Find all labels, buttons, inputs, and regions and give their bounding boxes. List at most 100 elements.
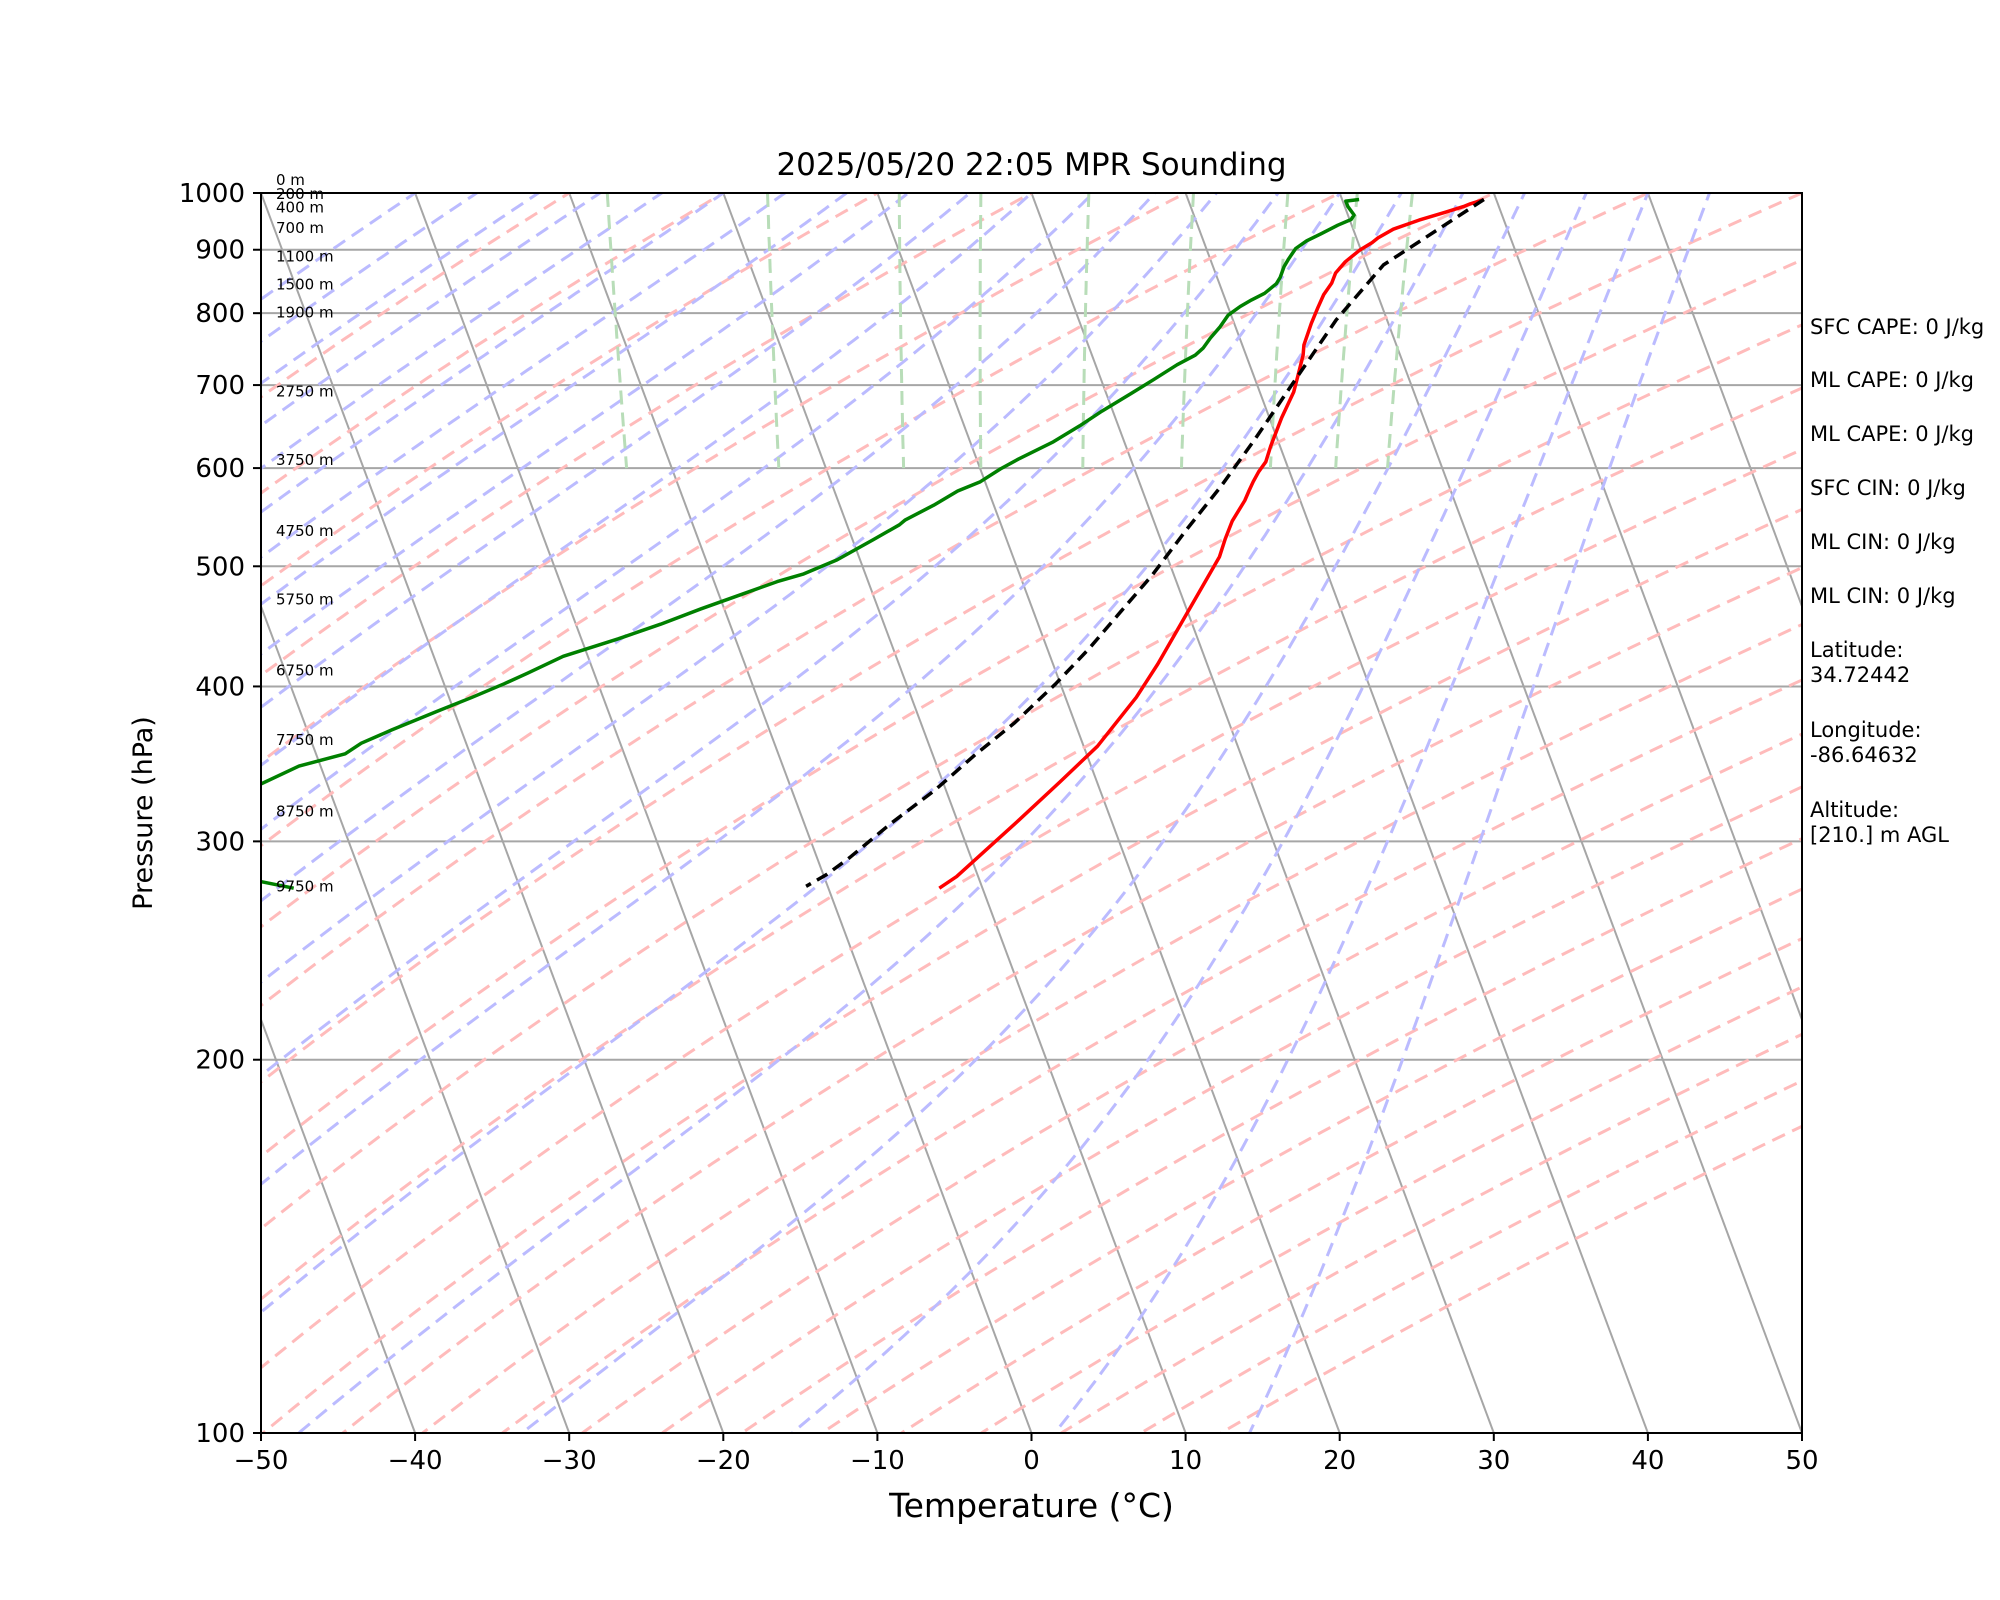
latitude-stat: Latitude: 34.72442 xyxy=(1810,638,1910,688)
y-tick-label: 500 xyxy=(195,552,245,582)
moist-adiabat-line xyxy=(1053,193,1650,1433)
moist-adiabat-line xyxy=(261,193,1219,985)
dry-adiabat-line xyxy=(261,193,1189,764)
moist-adiabat-line xyxy=(261,193,1404,1315)
isotherm-line xyxy=(722,193,1187,1433)
isotherm-line xyxy=(1492,193,1802,1023)
mixing-ratio-line xyxy=(605,193,629,469)
mixing-ratio-line xyxy=(1386,193,1414,469)
dry-adiabat-line xyxy=(261,258,1802,1159)
y-tick-label: 600 xyxy=(195,454,245,484)
height-label: 1500 m xyxy=(276,275,334,293)
moist-adiabat-line xyxy=(261,193,911,656)
moist-adiabat-line xyxy=(261,193,1096,832)
dry-adiabat-line xyxy=(261,386,1802,1302)
dry-adiabat-line xyxy=(261,193,1652,1008)
dry-adiabat-line xyxy=(741,836,1802,1433)
moist-adiabat-line xyxy=(1248,193,1712,1433)
y-tick-label: 900 xyxy=(195,236,245,266)
height-label: 1900 m xyxy=(276,303,334,321)
ml-cape-text: ML CAPE: 0 J/kg xyxy=(1810,368,1975,392)
moist-adiabat-line xyxy=(261,193,603,428)
x-tick-label: −20 xyxy=(696,1446,751,1476)
x-tick-label: 40 xyxy=(1631,1446,1664,1476)
x-tick-label: 10 xyxy=(1169,1446,1202,1476)
y-tick-label: 700 xyxy=(195,371,245,401)
isotherm-line xyxy=(1030,193,1495,1433)
mixing-ratio-line xyxy=(1081,193,1091,469)
moist-adiabat-line xyxy=(261,193,418,302)
y-axis-label: Pressure (hPa) xyxy=(128,716,159,910)
mixing-ratio-line xyxy=(1180,193,1195,469)
y-tick-label: 200 xyxy=(195,1046,245,1076)
dry-adiabat-line xyxy=(820,887,1802,1433)
longitude-stat: Longitude: -86.64632 xyxy=(1810,718,1922,768)
x-tick-label: 30 xyxy=(1477,1446,1510,1476)
sounding-profiles xyxy=(261,197,1485,890)
mixing-ratio-line xyxy=(978,193,983,469)
x-tick-label: −10 xyxy=(850,1446,905,1476)
dry-adiabat-line xyxy=(341,566,1802,1433)
temperature-profile-line xyxy=(938,197,1485,890)
ml-cin-text-2: ML CIN: 0 J/kg xyxy=(1810,584,1956,608)
height-labels: 9750 m 8750 m 7750 m 6750 m 5750 m 4750 m 3750… xyxy=(276,171,334,895)
moist-adiabat-line xyxy=(261,193,480,344)
dry-adiabat-line xyxy=(661,785,1802,1433)
dry-adiabat-line xyxy=(262,507,1802,1433)
altitude-stat: Altitude: [210.] m AGL xyxy=(1810,798,1949,848)
gridlines xyxy=(261,248,1802,1061)
moist-adiabat-line xyxy=(261,193,542,386)
dry-adiabat-line xyxy=(261,193,1344,848)
ml-cape-text-2: ML CAPE: 0 J/kg xyxy=(1810,422,1975,446)
height-label: 7750 m xyxy=(276,731,334,749)
isotherm-line xyxy=(0,167,107,1433)
x-tick-label: 20 xyxy=(1323,1446,1356,1476)
y-tick-label: 400 xyxy=(195,672,245,702)
longitude-label: Longitude: xyxy=(1810,718,1922,742)
y-tick-label: 300 xyxy=(195,827,245,857)
x-tick-label: 50 xyxy=(1785,1446,1818,1476)
height-label: 8750 m xyxy=(276,803,334,821)
moist-adiabat-line xyxy=(297,193,1465,1433)
dry-adiabat-line xyxy=(421,622,1802,1433)
moist-adiabat-line xyxy=(261,193,1034,768)
x-axis-ticks: −50 −40 −30 −20 −10 0 10 20 30 40 50 xyxy=(234,1433,1819,1476)
latitude-label: Latitude: xyxy=(1810,638,1904,662)
longitude-value: -86.64632 xyxy=(1810,743,1918,767)
dry-adiabat-line xyxy=(261,193,573,399)
altitude-label: Altitude: xyxy=(1810,798,1900,822)
height-label: 5750 m xyxy=(276,591,334,609)
isotherm-line xyxy=(261,603,571,1433)
latitude-value: 34.72442 xyxy=(1810,663,1911,687)
moist-adiabat-line xyxy=(261,193,1157,903)
height-label: 2750 m xyxy=(276,382,334,400)
height-label: 3750 m xyxy=(276,451,334,469)
x-tick-label: −40 xyxy=(388,1446,443,1476)
moist-adiabats xyxy=(261,193,1712,1433)
height-label: 400 m xyxy=(276,199,324,217)
plot-area xyxy=(0,167,1802,1433)
mixing-ratio-line xyxy=(1268,193,1290,469)
y-tick-label: 800 xyxy=(195,299,245,329)
moist-adiabat-line xyxy=(521,193,1527,1433)
x-axis-label: Temperature (°C) xyxy=(888,1486,1174,1525)
altitude-value: [210.] m AGL xyxy=(1810,823,1949,847)
sfc-cape-text: SFC CAPE: 0 J/kg xyxy=(1810,315,1985,339)
moist-adiabat-line xyxy=(791,193,1588,1433)
dewpoint-profile-line xyxy=(261,197,1360,890)
moist-adiabat-line xyxy=(261,193,788,560)
height-label: 9750 m xyxy=(276,877,334,895)
chart-title: 2025/05/20 22:05 MPR Sounding xyxy=(776,147,1286,183)
dry-adiabat-line xyxy=(261,323,1802,1231)
moist-adiabat-line xyxy=(261,193,973,710)
dry-adiabats xyxy=(261,193,1802,1433)
height-label: 0 m xyxy=(276,171,305,189)
y-axis-ticks: 100 200 300 400 500 600 700 800 900 1000 xyxy=(179,179,261,1449)
mixing-ratio-lines xyxy=(605,193,1414,469)
mixing-ratio-line xyxy=(766,193,781,469)
moist-adiabat-line xyxy=(261,193,726,514)
height-label: 4750 m xyxy=(276,522,334,540)
height-label: 700 m xyxy=(276,219,324,237)
isotherm-line xyxy=(568,193,1033,1433)
